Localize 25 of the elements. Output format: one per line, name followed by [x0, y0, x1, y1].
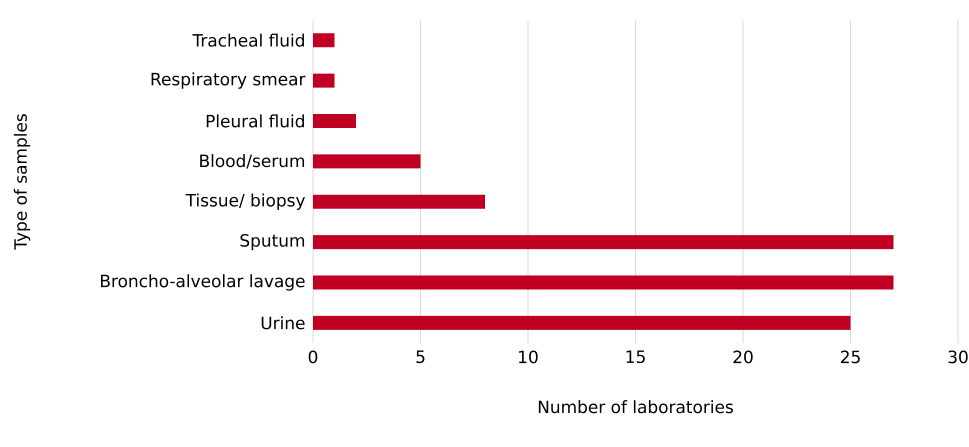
x-tick-label: 10 — [519, 350, 538, 364]
y-tick-label: Respiratory smear — [152, 72, 306, 89]
x-tick-label: 0 — [308, 350, 318, 364]
bar — [313, 33, 334, 48]
y-tick-label: Sputum — [240, 234, 304, 250]
x-tick-label: 30 — [948, 350, 968, 364]
x-axis-title: Number of laboratories — [538, 400, 733, 414]
y-tick-label: Urine — [262, 316, 305, 330]
y-tick-label: Tissue/ biopsy — [186, 193, 305, 210]
bar — [313, 74, 334, 88]
bar — [313, 154, 420, 168]
y-tick-label: Pleural fluid — [206, 114, 304, 128]
y-tick-label: Broncho-alveolar lavage — [101, 274, 305, 291]
x-tick-label: 15 — [626, 350, 645, 364]
bar — [313, 235, 894, 250]
y-axis-title: Type of samples — [14, 114, 30, 250]
bar — [313, 316, 851, 330]
x-tick-label: 5 — [416, 350, 424, 364]
bar — [313, 275, 894, 290]
bar — [313, 114, 356, 128]
x-tick-label: 25 — [840, 350, 860, 364]
bar — [313, 194, 485, 209]
y-tick-label: Blood/serum — [200, 154, 304, 169]
x-tick-label: 20 — [733, 350, 753, 364]
y-tick-label: Tracheal fluid — [192, 34, 304, 47]
